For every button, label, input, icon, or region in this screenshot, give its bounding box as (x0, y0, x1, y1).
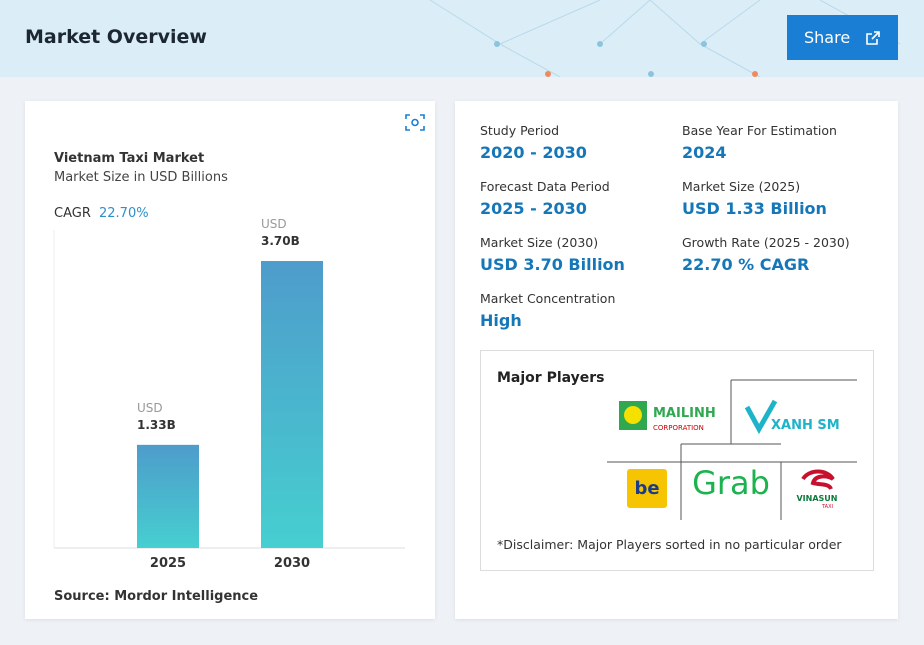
value-unit: USD (137, 401, 163, 415)
disclaimer: *Disclaimer: Major Players sorted in no … (497, 537, 842, 552)
players-title: Major Players (497, 370, 605, 386)
chart-card (25, 101, 435, 619)
detail-value: 2020 - 2030 (480, 143, 587, 162)
logo-text: VINASUN (796, 494, 837, 503)
detail-label: Growth Rate (2025 - 2030) (682, 235, 850, 250)
detail-label: Market Size (2025) (682, 179, 801, 194)
bar (261, 261, 323, 548)
x-tick-label: 2030 (274, 556, 310, 571)
value-label: 1.33B (137, 418, 176, 432)
page-title: Market Overview (25, 26, 207, 48)
detail-value: 2024 (682, 143, 727, 162)
chart-subtitle: Market Size in USD Billions (54, 170, 228, 185)
source: Source: Mordor Intelligence (54, 589, 258, 604)
logo-text: CORPORATION (653, 424, 704, 432)
focus-icon[interactable] (398, 107, 428, 137)
players-logos: MAILINH CORPORATION XANH SM be Grab VINA… (607, 379, 857, 520)
cagr-value: 22.70% (99, 206, 149, 221)
value-label: 3.70B (261, 234, 300, 248)
share-label[interactable]: Share (804, 28, 851, 47)
detail-label: Forecast Data Period (480, 179, 610, 194)
logo-text: XANH SM (771, 418, 840, 433)
detail-label: Market Size (2030) (480, 235, 599, 250)
chart-title: Vietnam Taxi Market (54, 151, 204, 166)
header: Market Overview Share (0, 0, 924, 77)
detail-value: USD 1.33 Billion (682, 199, 827, 218)
x-tick-label: 2025 (150, 556, 186, 571)
detail-value: High (480, 311, 522, 330)
share-icon[interactable] (865, 30, 881, 46)
value-unit: USD (261, 217, 287, 231)
detail-value: USD 3.70 Billion (480, 255, 625, 274)
chart: Vietnam Taxi Market Market Size in USD B… (53, 107, 428, 604)
header-decoration (429, 0, 901, 77)
logo-text: be (634, 478, 659, 499)
logo-text: TAXI (821, 504, 833, 510)
share-button[interactable]: Share (787, 15, 898, 60)
players-box: Major Players MAILINH CORPORATION XANH S… (480, 350, 874, 571)
logo-text: Grab (692, 464, 770, 502)
detail-value: 22.70 % CAGR (682, 255, 810, 274)
cagr-label: CAGR (54, 206, 91, 221)
detail-label: Study Period (480, 123, 560, 138)
bar (137, 444, 199, 548)
logo-text: MAILINH (653, 406, 716, 421)
detail-value: 2025 - 2030 (480, 199, 587, 218)
detail-label: Base Year For Estimation (682, 123, 837, 138)
detail-label: Market Concentration (480, 291, 616, 306)
